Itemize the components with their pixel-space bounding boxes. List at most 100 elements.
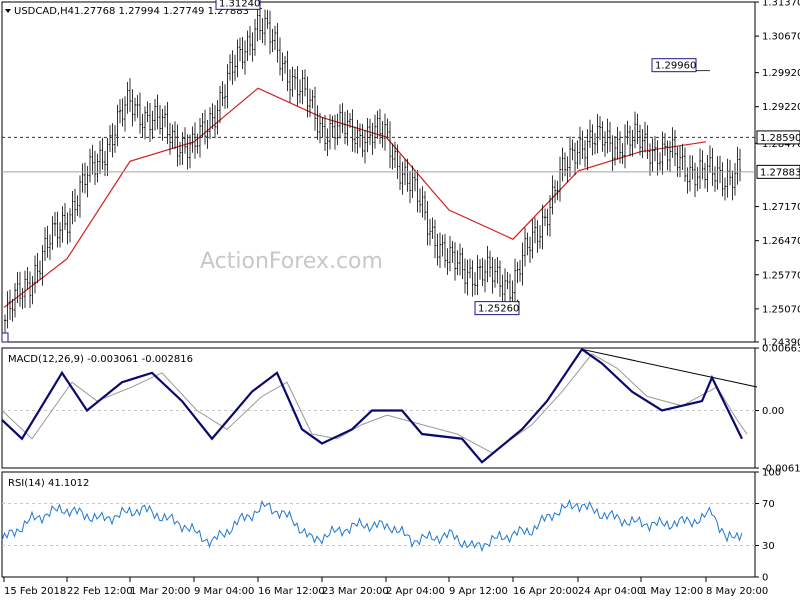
candle [149, 103, 151, 143]
candle [646, 125, 649, 159]
candle [591, 124, 594, 156]
candle [544, 208, 546, 226]
candle [546, 208, 549, 236]
candle [379, 108, 381, 144]
candle [109, 125, 111, 153]
candle [56, 211, 59, 248]
candle [221, 81, 224, 107]
candle [354, 126, 356, 153]
candle [144, 106, 146, 140]
candle [366, 118, 369, 153]
candle [336, 113, 339, 146]
candle [586, 129, 589, 171]
candle [24, 270, 26, 308]
candle [536, 220, 539, 253]
candle [349, 113, 351, 128]
price-ytick-label-3: 1.29220 [762, 102, 800, 113]
candle [316, 105, 319, 140]
candle [526, 232, 529, 256]
candle [279, 37, 281, 76]
candle [299, 79, 301, 104]
candle [189, 134, 191, 169]
price-ytick-label-5: 1.27170 [762, 202, 800, 213]
candle [689, 154, 691, 192]
candle [54, 211, 56, 237]
candle [334, 114, 336, 150]
candle [494, 258, 496, 288]
candle [621, 143, 624, 164]
candle [739, 148, 741, 182]
price-ytick-label-7: 1.25770 [762, 270, 800, 281]
candle [466, 259, 469, 296]
candle [731, 170, 734, 201]
candle [439, 232, 441, 268]
candle [251, 32, 254, 62]
candle [386, 118, 389, 139]
candle [359, 123, 361, 148]
price-ytick-label-8: 1.25070 [762, 304, 800, 315]
candle [344, 111, 346, 145]
dropdown-arrow-icon[interactable] [5, 9, 11, 13]
candle [634, 111, 636, 149]
candle [31, 275, 34, 305]
candle [124, 96, 126, 132]
rsi-ytick-label-0: 100 [762, 468, 781, 479]
candle [419, 188, 421, 213]
price-ytick-label-9: 1.24390 [762, 338, 800, 349]
candle [451, 240, 454, 263]
candle [301, 69, 304, 105]
macd-signal-line [1, 353, 748, 454]
candle [314, 86, 316, 131]
candle [489, 250, 491, 277]
candle [196, 133, 199, 154]
candle [191, 126, 194, 153]
candle [209, 107, 211, 140]
price-ytick-label-2: 1.29920 [762, 68, 800, 79]
candle [4, 314, 6, 333]
candle [226, 64, 229, 109]
candle [421, 186, 424, 218]
candle [79, 175, 81, 218]
candle [376, 110, 379, 139]
candle [346, 109, 349, 146]
candle [326, 128, 329, 156]
rsi-ytick-label-2: 30 [762, 541, 775, 552]
candle [16, 272, 19, 303]
candle [234, 54, 236, 81]
candle [116, 104, 119, 147]
candle [694, 162, 696, 198]
candle [399, 154, 401, 191]
candle [484, 259, 486, 293]
candle [464, 258, 466, 294]
candle [486, 245, 489, 283]
annotation-box-2 [474, 301, 520, 316]
candle [66, 212, 69, 245]
candle [491, 257, 494, 294]
candle [114, 124, 116, 153]
candle [241, 36, 244, 70]
candle [309, 88, 311, 118]
candle [71, 190, 74, 225]
candle [249, 26, 251, 56]
macd-y-axis: 0.006639 0.00 -0.006114 [2, 344, 800, 475]
candle [294, 68, 296, 90]
candle [214, 105, 216, 139]
candle [84, 162, 86, 194]
candle [394, 141, 396, 168]
candle [59, 222, 61, 248]
candle [559, 156, 561, 202]
candle [699, 148, 701, 190]
candle [714, 166, 716, 192]
candle [601, 121, 604, 152]
candle [436, 233, 439, 266]
candle [736, 146, 739, 185]
candle [611, 135, 614, 171]
candle [236, 39, 239, 78]
rsi-title: RSI(14) 41.1012 [8, 478, 89, 489]
candle [584, 140, 586, 168]
candle [374, 114, 376, 149]
x-tick-label-11: 8 May 20:00 [706, 586, 768, 597]
candle [721, 162, 724, 197]
candle [391, 143, 394, 170]
